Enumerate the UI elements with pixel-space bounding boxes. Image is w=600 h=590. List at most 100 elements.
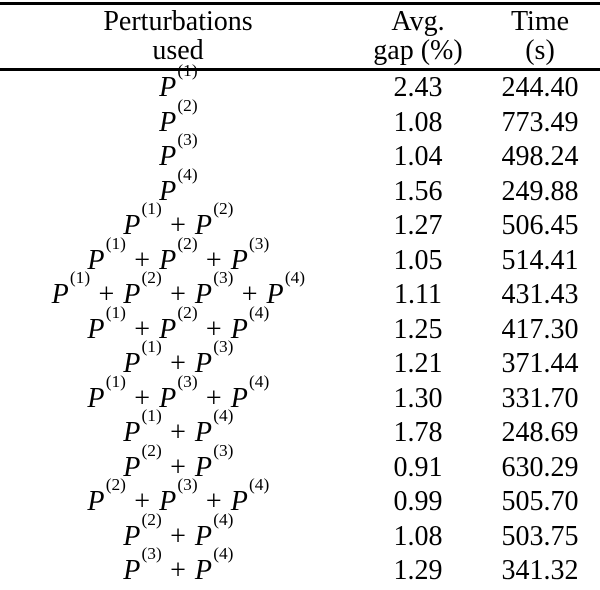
header-line-2: gap (%)	[373, 35, 463, 66]
perturbation-term: P(3)	[159, 476, 198, 517]
p-symbol: P	[266, 279, 285, 311]
perturbation-term: P(1)	[87, 304, 126, 345]
superscript-index: (3)	[177, 130, 198, 150]
superscript-index: (2)	[177, 95, 198, 115]
perturbations-cell: P(1)+ P(2)+ P(4)	[0, 304, 356, 348]
col-header-perturbations: Perturbations used	[0, 4, 356, 70]
perturbations-cell: P(2)+ P(3)+ P(4)	[0, 476, 356, 520]
perturbations-cell: P(3)+ P(4)	[0, 545, 356, 589]
perturbation-term: P(4)	[194, 407, 234, 449]
p-symbol: P	[159, 72, 177, 104]
avg-gap-cell: 2.43	[393, 72, 443, 104]
perturbation-term: P(2)	[123, 442, 162, 483]
avg-gap-cell: 1.56	[393, 175, 443, 207]
superscript-index: (3)	[213, 440, 234, 460]
time-cell: 331.70	[501, 382, 579, 414]
p-symbol: P	[87, 244, 106, 276]
time-cell: 244.40	[501, 72, 579, 104]
table-row: P(3) 1.04 498.24	[0, 131, 600, 175]
perturbations-cell: P(2)+ P(3)	[0, 442, 356, 486]
perturbations-cell: P(4)	[0, 166, 356, 210]
time-cell: 341.32	[501, 555, 579, 587]
avg-gap-cell: 0.91	[393, 451, 443, 483]
avg-gap-cell: 1.25	[393, 313, 443, 345]
p-symbol: P	[159, 106, 177, 138]
plus-sign: +	[134, 313, 151, 345]
p-symbol: P	[194, 210, 213, 242]
p-symbol: P	[159, 141, 177, 173]
perturbation-term: P(4)	[159, 166, 198, 207]
p-symbol: P	[51, 279, 70, 311]
perturbation-term: P(1)	[51, 269, 91, 311]
time-cell: 371.44	[501, 348, 579, 380]
p-symbol: P	[194, 451, 213, 483]
plus-sign: +	[170, 210, 186, 242]
plus-sign: +	[170, 417, 186, 449]
time-cell: 773.49	[501, 106, 579, 138]
superscript-index: (4)	[213, 509, 234, 529]
perturbation-term: P(3)	[194, 442, 234, 483]
time-cell: 514.41	[501, 244, 579, 276]
plus-sign: +	[205, 313, 222, 345]
table-row: P(2)+ P(3) 0.91 630.29	[0, 442, 600, 486]
avg-gap-cell: 1.08	[393, 106, 443, 138]
perturbation-term: P(3)	[231, 235, 270, 276]
perturbations-cell: P(1)+ P(2)	[0, 200, 356, 244]
superscript-index: (2)	[141, 268, 162, 288]
header-line-1: Perturbations	[103, 6, 253, 37]
superscript-index: (3)	[213, 268, 234, 288]
perturbations-cell: P(1)+ P(2)+ P(3)	[0, 235, 356, 279]
table-row: P(2)+ P(4) 1.08 503.75	[0, 511, 600, 555]
perturbations-cell: P(1)+ P(4)	[0, 407, 356, 451]
plus-sign: +	[170, 520, 186, 552]
p-symbol: P	[87, 382, 106, 414]
perturbation-term: P(4)	[230, 304, 270, 345]
plus-sign: +	[134, 244, 151, 276]
time-cell: 248.69	[501, 417, 579, 449]
table-row: P(1)+ P(2)+ P(4) 1.25 417.30	[0, 304, 600, 348]
superscript-index: (4)	[249, 475, 270, 495]
superscript-index: (4)	[213, 544, 234, 564]
p-symbol: P	[87, 313, 106, 345]
perturbation-term: P(1)	[123, 200, 162, 242]
avg-gap-cell: 1.21	[393, 348, 443, 380]
p-symbol: P	[159, 313, 177, 345]
p-symbol: P	[194, 417, 213, 449]
perturbation-term: P(4)	[194, 511, 234, 552]
header-line-2: (s)	[525, 35, 555, 66]
superscript-index: (3)	[249, 233, 270, 253]
superscript-index: (3)	[177, 371, 198, 391]
superscript-index: (2)	[177, 302, 198, 322]
p-symbol: P	[230, 382, 249, 414]
perturbation-term: P(2)	[123, 511, 162, 552]
perturbation-term: P(3)	[123, 545, 162, 586]
table-row: P(1) 2.43 244.40	[0, 62, 600, 106]
p-symbol: P	[159, 244, 177, 276]
plus-sign: +	[205, 382, 222, 414]
perturbation-term: P(1)	[123, 338, 162, 379]
avg-gap-cell: 1.11	[394, 279, 442, 311]
time-cell: 417.30	[501, 313, 579, 345]
superscript-index: (2)	[141, 440, 162, 460]
p-symbol: P	[194, 520, 213, 552]
p-symbol: P	[194, 555, 213, 587]
p-symbol: P	[159, 382, 177, 414]
p-symbol: P	[87, 486, 106, 518]
p-symbol: P	[230, 313, 249, 345]
table-row: P(1)+ P(4) 1.78 248.69	[0, 407, 600, 451]
p-symbol: P	[123, 210, 141, 242]
p-symbol: P	[194, 279, 213, 311]
avg-gap-cell: 0.99	[393, 486, 443, 518]
plus-sign: +	[205, 244, 222, 276]
avg-gap-cell: 1.30	[393, 382, 443, 414]
perturbation-term: P(3)	[194, 269, 234, 311]
header-line-1: Time	[510, 6, 570, 37]
perturbation-term: P(4)	[266, 269, 306, 311]
perturbation-term: P(2)	[159, 97, 198, 138]
table-row: P(2) 1.08 773.49	[0, 97, 600, 141]
plus-sign: +	[170, 279, 186, 311]
perturbation-term: P(4)	[231, 476, 270, 517]
avg-gap-cell: 1.29	[393, 555, 443, 587]
superscript-index: (1)	[69, 268, 91, 288]
plus-sign: +	[170, 451, 186, 483]
